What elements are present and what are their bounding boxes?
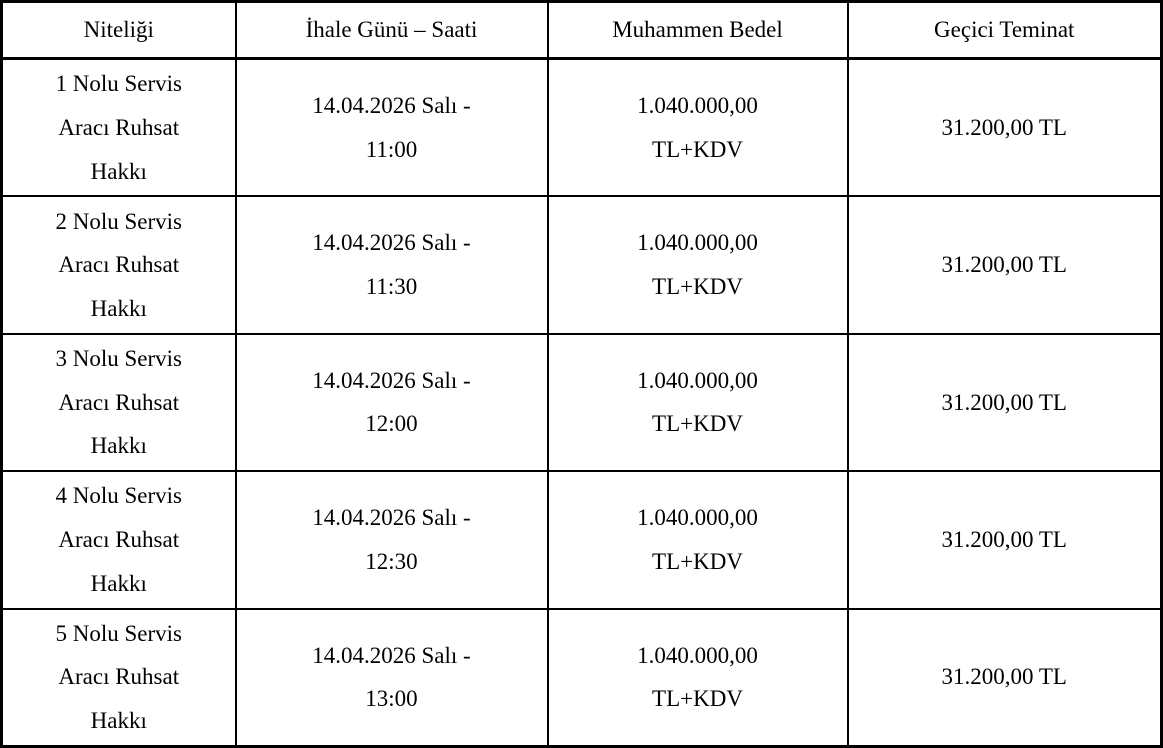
cell-niteligi: 3 Nolu Servis Aracı Ruhsat Hakkı xyxy=(0,332,237,473)
cell-ihale-gunu-saati: 14.04.2026 Salı -11:00 xyxy=(234,57,549,198)
cell-ihale-gunu-saati: 14.04.2026 Salı -12:30 xyxy=(234,470,549,610)
table-row: 4 Nolu Servis Aracı Ruhsat Hakkı 14.04.202… xyxy=(0,470,1163,610)
cell-muhammen-bedel: 1.040.000,00 TL+KDV xyxy=(546,195,849,335)
cell-gecici-teminat: 31.200,00 TL xyxy=(846,607,1163,748)
cell-niteligi: 4 Nolu Servis Aracı Ruhsat Hakkı xyxy=(0,470,237,610)
cell-niteligi: 2 Nolu Servis Aracı Ruhsat Hakkı xyxy=(0,195,237,335)
table-row: 1 Nolu Servis Aracı Ruhsat Hakkı 14.04.202… xyxy=(0,57,1163,198)
cell-niteligi: 5 Nolu Servis Aracı Ruhsat Hakkı xyxy=(0,607,237,748)
header-niteligi: Niteliği xyxy=(0,0,237,60)
table-header-row: Niteliği İhale Günü – Saati Muhammen Bed… xyxy=(0,0,1163,60)
cell-ihale-gunu-saati: 14.04.2026 Salı -11:30 xyxy=(234,195,549,335)
table-row: 5 Nolu Servis Aracı Ruhsat Hakkı 14.04.202… xyxy=(0,607,1163,748)
cell-niteligi: 1 Nolu Servis Aracı Ruhsat Hakkı xyxy=(0,57,237,198)
cell-muhammen-bedel: 1.040.000,00 TL+KDV xyxy=(546,470,849,610)
table-row: 2 Nolu Servis Aracı Ruhsat Hakkı 14.04.202… xyxy=(0,195,1163,335)
header-ihale-gunu-saati: İhale Günü – Saati xyxy=(234,0,549,60)
cell-ihale-gunu-saati: 14.04.2026 Salı -12:00 xyxy=(234,332,549,473)
header-muhammen-bedel: Muhammen Bedel xyxy=(546,0,849,60)
cell-muhammen-bedel: 1.040.000,00 TL+KDV xyxy=(546,607,849,748)
cell-muhammen-bedel: 1.040.000,00 TL+KDV xyxy=(546,57,849,198)
header-gecici-teminat: Geçici Teminat xyxy=(846,0,1163,60)
table-row: 3 Nolu Servis Aracı Ruhsat Hakkı 14.04.202… xyxy=(0,332,1163,473)
cell-ihale-gunu-saati: 14.04.2026 Salı -13:00 xyxy=(234,607,549,748)
cell-gecici-teminat: 31.200,00 TL xyxy=(846,57,1163,198)
cell-gecici-teminat: 31.200,00 TL xyxy=(846,332,1163,473)
cell-muhammen-bedel: 1.040.000,00 TL+KDV xyxy=(546,332,849,473)
cell-gecici-teminat: 31.200,00 TL xyxy=(846,195,1163,335)
cell-gecici-teminat: 31.200,00 TL xyxy=(846,470,1163,610)
